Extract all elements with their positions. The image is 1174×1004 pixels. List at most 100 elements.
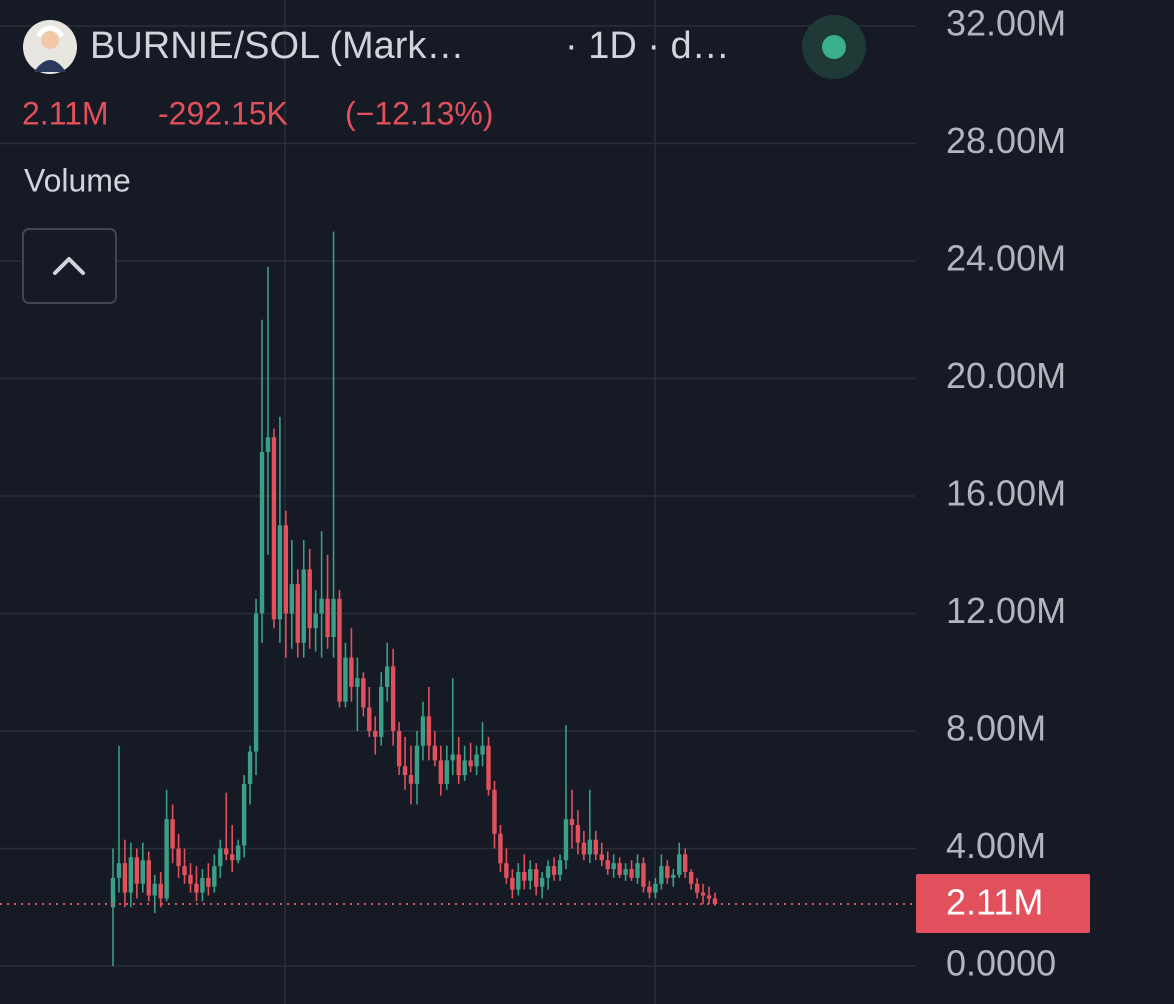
candle-body	[480, 745, 485, 755]
price-change-percent: (−12.13%)	[345, 95, 494, 131]
candle-body	[682, 854, 688, 872]
candle-body	[474, 754, 479, 767]
candle-body	[384, 666, 390, 687]
candle-body	[182, 866, 187, 875]
candle-body	[116, 863, 122, 878]
candle-body	[128, 857, 134, 893]
candle-body	[402, 766, 408, 776]
candle-body	[659, 866, 664, 884]
candle-body	[569, 819, 575, 825]
y-tick-label: 0.0000	[946, 943, 1056, 984]
candle-body	[283, 525, 289, 614]
candle-body	[379, 686, 384, 737]
candle-body	[194, 883, 199, 893]
indicator-label: Volume	[24, 162, 131, 198]
candle-body	[432, 745, 438, 761]
candle-body	[188, 874, 193, 884]
candle-body	[462, 760, 467, 776]
y-tick-label: 12.00M	[946, 590, 1066, 631]
candle-body	[170, 819, 175, 849]
candle-body	[623, 869, 628, 875]
candle-body	[545, 866, 551, 878]
candle-body	[641, 863, 646, 887]
candle-body	[599, 854, 604, 861]
candle-body	[259, 451, 265, 614]
candle-body	[522, 872, 527, 881]
candle-body	[688, 872, 694, 884]
candle-body	[456, 754, 461, 776]
candle-body	[122, 863, 128, 893]
candle-body	[629, 869, 634, 878]
candle-body	[528, 869, 533, 881]
candle-body	[301, 569, 306, 643]
candle-body	[551, 866, 557, 875]
candle-body	[134, 857, 140, 884]
candle-body	[325, 598, 330, 637]
candle-body	[349, 657, 354, 687]
candle-body	[331, 598, 336, 637]
market-status[interactable]	[802, 15, 866, 79]
price-change: -292.15K	[158, 95, 288, 131]
candle-body	[694, 883, 700, 893]
candle-body	[450, 754, 455, 761]
candle-body	[492, 789, 497, 834]
candle-body	[361, 678, 366, 708]
candle-body	[420, 716, 426, 746]
symbol-logo	[23, 20, 77, 74]
candle-body	[206, 877, 211, 887]
candle-body	[212, 866, 217, 887]
last-price-label: 2.11M	[946, 882, 1043, 923]
candle-body	[200, 877, 205, 893]
candle-body	[152, 883, 157, 896]
symbol-title: BURNIE/SOL (Mark…	[90, 25, 464, 67]
candle-body	[277, 525, 283, 620]
y-tick-label: 28.00M	[946, 120, 1066, 161]
candle-body	[337, 598, 342, 702]
y-tick-label: 32.00M	[946, 3, 1066, 44]
candle-body	[343, 657, 348, 702]
candle-body	[224, 848, 229, 855]
candle-body	[671, 874, 676, 878]
candles	[110, 231, 718, 966]
y-tick-label: 24.00M	[946, 238, 1066, 279]
candle-body	[158, 883, 163, 899]
candle-body	[164, 819, 169, 899]
candle-body	[539, 877, 545, 887]
candle-body	[367, 707, 372, 731]
candle-body	[235, 845, 241, 861]
candle-body	[313, 613, 318, 629]
candle-body	[498, 833, 503, 864]
candle-body	[700, 892, 706, 896]
candle-body	[581, 842, 587, 855]
candle-body	[575, 825, 581, 843]
last-price-box	[916, 874, 1090, 934]
candle-body	[587, 839, 593, 855]
candle-body	[593, 839, 598, 855]
candle-body	[533, 869, 539, 887]
candle-body	[295, 584, 300, 643]
candle-body	[444, 760, 449, 784]
candle-body	[253, 613, 259, 752]
candle-body	[557, 860, 563, 875]
candle-body	[426, 716, 432, 746]
candle-body	[665, 866, 670, 878]
candle-body	[241, 783, 247, 846]
candle-body	[307, 569, 312, 629]
candle-body	[712, 898, 718, 905]
candle-body	[247, 751, 253, 784]
candle-body	[146, 860, 151, 896]
candle-body	[706, 895, 712, 899]
y-tick-label: 8.00M	[946, 708, 1046, 749]
candle-body	[647, 886, 652, 893]
candle-body	[486, 745, 491, 790]
candle-body	[438, 760, 444, 784]
candle-body	[504, 863, 509, 878]
candle-body	[611, 863, 616, 870]
grid	[0, 25, 915, 967]
y-tick-label: 16.00M	[946, 473, 1066, 514]
candle-body	[414, 745, 420, 784]
last-price: 2.11M	[22, 95, 109, 131]
collapse-button[interactable]	[22, 228, 117, 304]
